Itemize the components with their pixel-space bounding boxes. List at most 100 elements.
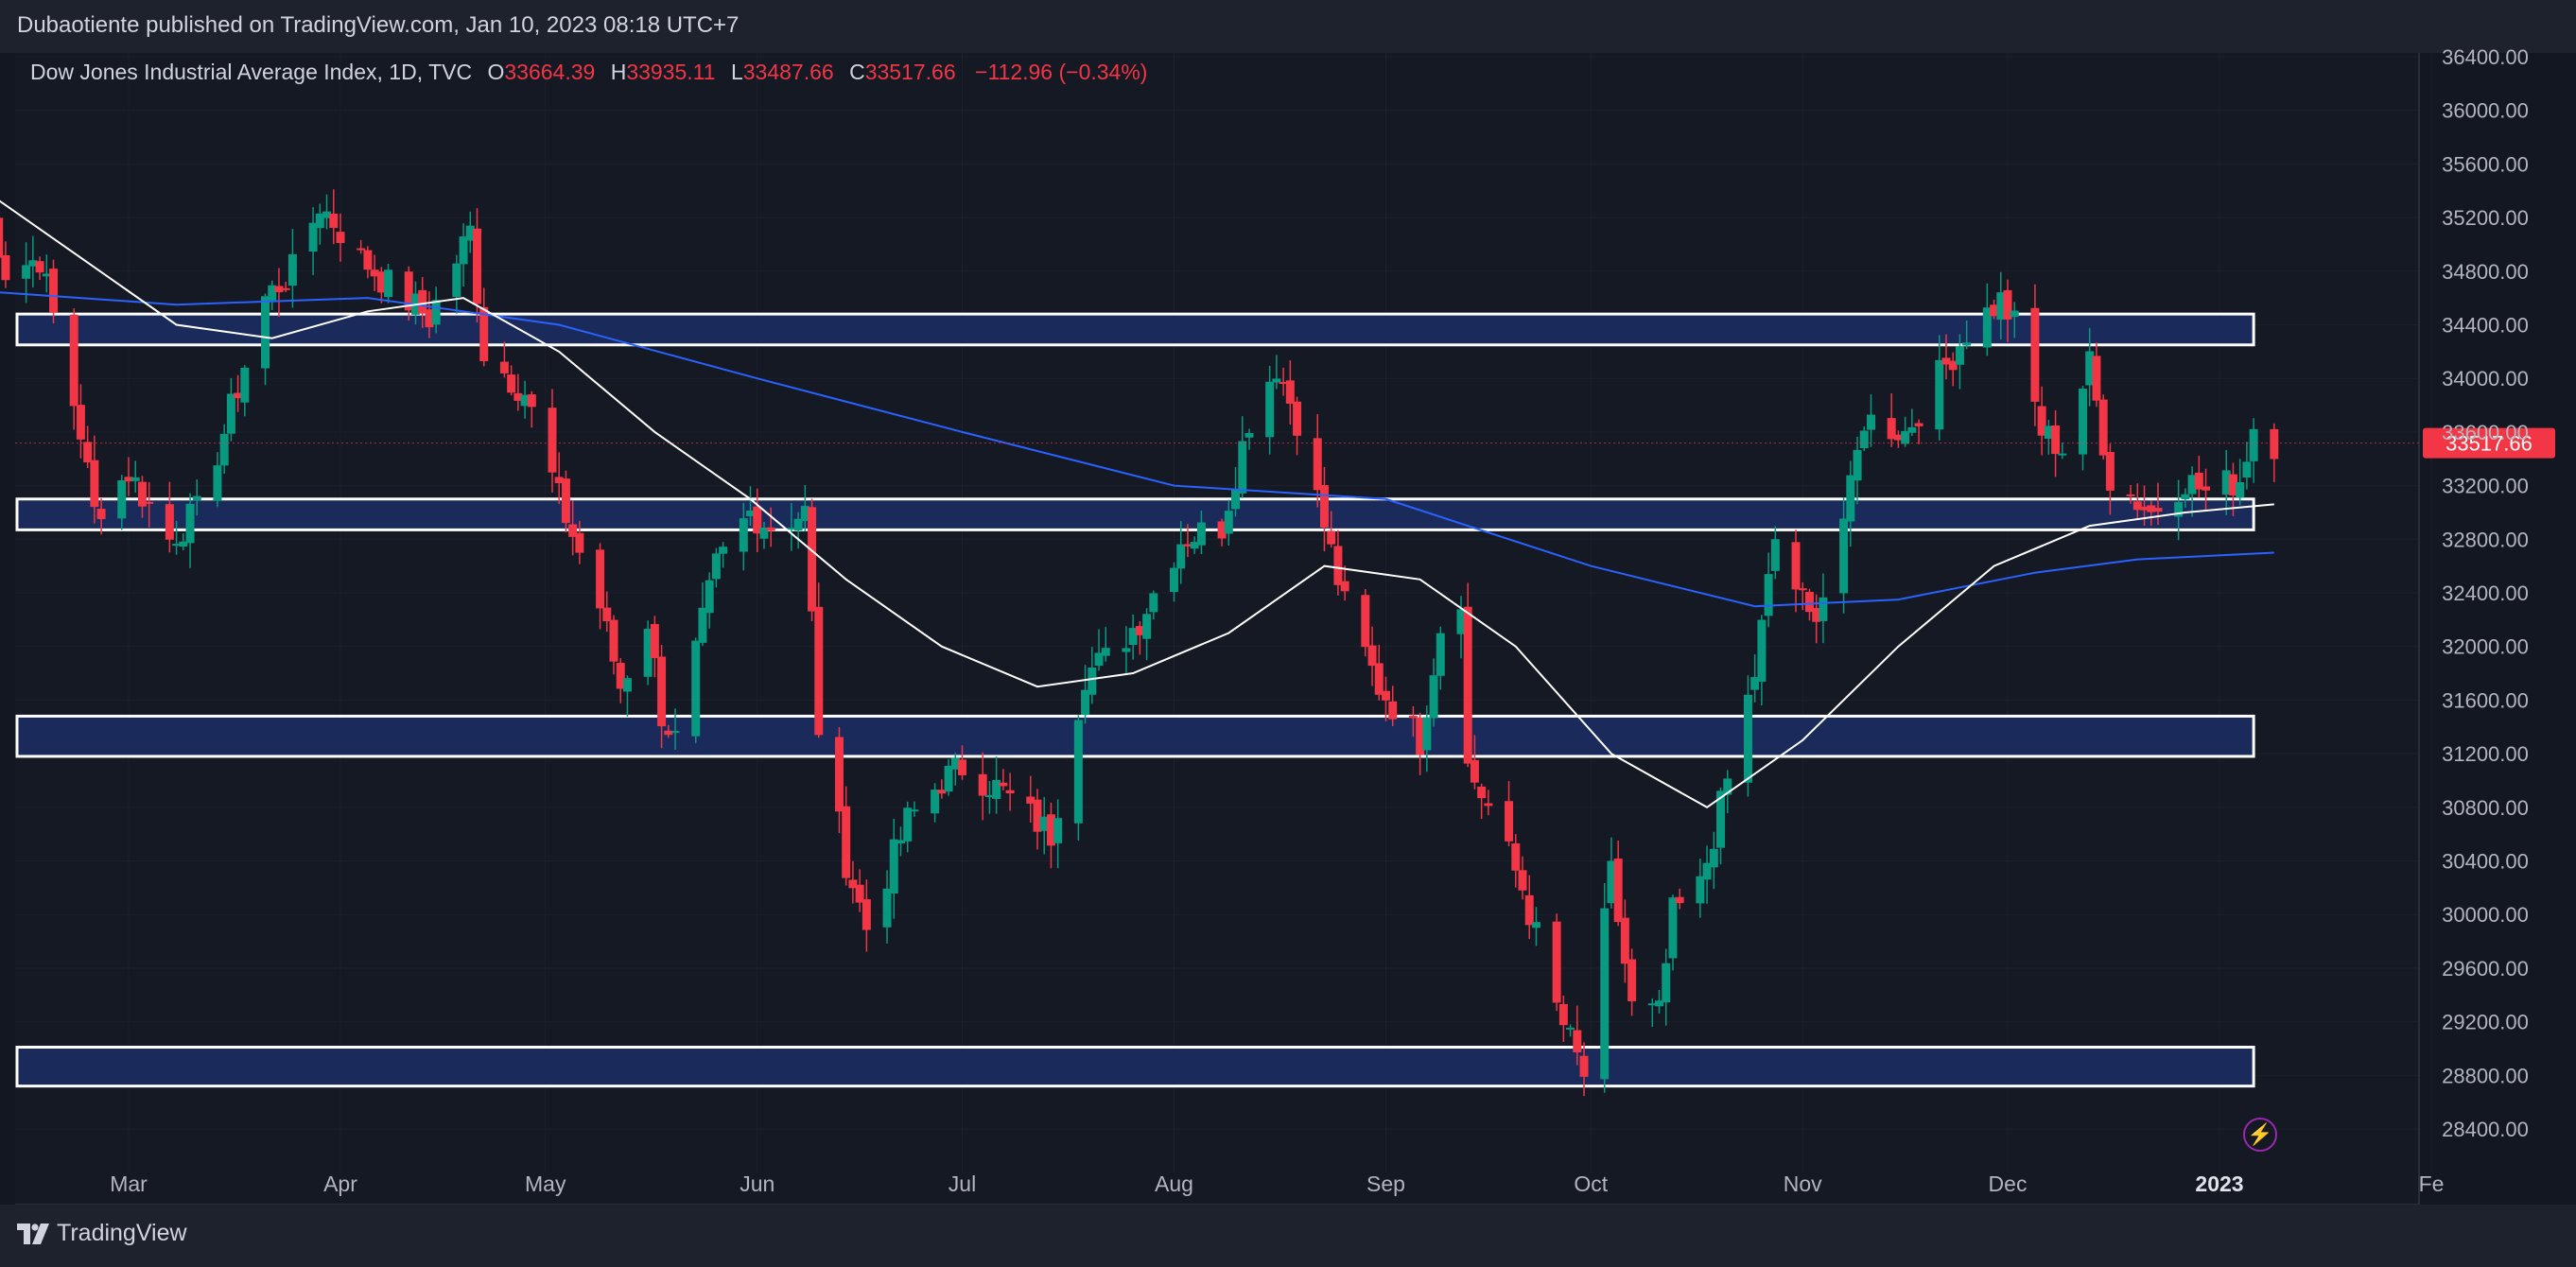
candle-body — [1456, 609, 1466, 634]
y-axis-tick-label: 32000.00 — [2442, 635, 2529, 659]
candle-body — [1764, 574, 1773, 616]
candle-body — [90, 460, 99, 508]
candle-body — [931, 790, 940, 814]
candle-body — [596, 549, 605, 609]
candle-body — [137, 481, 147, 507]
candle-body — [1374, 663, 1384, 695]
candle-body — [2221, 470, 2231, 495]
candle-body — [698, 607, 707, 643]
candle-body — [958, 759, 967, 775]
y-axis-tick-label: 31600.00 — [2442, 688, 2529, 712]
symbol-title[interactable]: Dow Jones Industrial Average Index, 1D, … — [30, 60, 473, 84]
candle-body — [1224, 511, 1233, 534]
candle-body — [739, 518, 748, 552]
candle-body — [1327, 530, 1336, 545]
candle-body — [1477, 786, 1487, 799]
candle-body — [978, 773, 987, 796]
y-axis-tick-label: 31200.00 — [2442, 742, 2529, 766]
y-axis-tick-label: 32400.00 — [2442, 581, 2529, 605]
candle-body — [657, 656, 667, 727]
candle-body — [1941, 357, 1951, 365]
candle-body — [944, 765, 953, 792]
candle-body — [950, 757, 960, 770]
candle-body — [1470, 759, 1479, 783]
x-axis-tick-label: 2023 — [2195, 1172, 2243, 1196]
candle-body — [2270, 428, 2279, 460]
x-axis-tick-label: Jul — [949, 1172, 976, 1196]
candle-body — [2010, 310, 2019, 318]
candle-body — [329, 213, 339, 229]
y-axis-tick-label: 30400.00 — [2442, 850, 2529, 874]
candle-body — [1552, 921, 1561, 1003]
candle-body — [561, 478, 570, 524]
candle-body — [1524, 894, 1534, 926]
candle-body — [1381, 690, 1390, 701]
moving-average-fast — [0, 200, 2274, 808]
candle-body — [1039, 816, 1049, 831]
change-value: −112.96 (−0.34%) — [975, 60, 1148, 84]
candle-body — [1893, 434, 1903, 441]
candle-body — [2153, 508, 2163, 512]
chart-panel[interactable] — [15, 53, 2419, 1205]
y-axis-tick-label: 33600.00 — [2442, 421, 2529, 444]
candle-body — [855, 884, 864, 903]
candle-body — [2147, 505, 2156, 512]
candle-body — [2194, 472, 2203, 490]
candle-body — [1566, 1027, 1575, 1030]
candle-body — [96, 509, 106, 520]
candle-body — [1088, 667, 1097, 695]
y-axis-tick-label: 30800.00 — [2442, 796, 2529, 820]
candle-body — [793, 518, 803, 531]
candle-body — [1662, 963, 1671, 1003]
candle-body — [28, 260, 38, 267]
candle-body — [1244, 432, 1254, 438]
y-axis-tick-label: 34000.00 — [2442, 367, 2529, 391]
y-axis-tick-label: 34800.00 — [2442, 260, 2529, 284]
candle-body — [1846, 475, 1855, 522]
candle-body — [42, 273, 51, 277]
tradingview-brand[interactable]: TradingView — [17, 1220, 187, 1247]
candle-body — [1272, 378, 1281, 383]
candle-body — [1436, 633, 1445, 676]
candle-body — [1005, 790, 1015, 794]
candle-body — [1613, 859, 1623, 923]
candle-body — [131, 477, 140, 481]
open-label: O — [487, 60, 505, 84]
candle-body — [124, 477, 133, 482]
candle-body — [842, 806, 851, 878]
y-axis-tick-label: 28800.00 — [2442, 1064, 2529, 1087]
candle-body — [1600, 908, 1610, 1080]
candle-body — [1750, 677, 1760, 690]
candle-body — [766, 527, 775, 531]
candle-body — [240, 368, 250, 403]
candle-body — [49, 269, 59, 313]
candle-body — [554, 477, 564, 483]
candle-body — [363, 250, 373, 270]
candle-body — [1238, 441, 1247, 494]
last-price-label: 33517.66 — [2445, 432, 2532, 456]
candle-body — [2249, 428, 2258, 461]
candle-body — [1094, 652, 1104, 667]
candle-body — [1859, 430, 1869, 449]
candle-body — [1135, 626, 1144, 635]
x-axis-tick-label: Oct — [1574, 1172, 1608, 1196]
candle-body — [2181, 494, 2190, 500]
candle-body — [459, 236, 468, 265]
candle-body — [1265, 381, 1275, 438]
candle-body — [1647, 1003, 1657, 1006]
lightning-icon[interactable]: ⚡ — [2243, 1118, 2277, 1152]
candle-body — [1293, 401, 1302, 436]
candle-body — [1955, 346, 1964, 365]
candle-body — [1416, 718, 1425, 755]
candle-body — [1367, 645, 1377, 667]
candle-body — [1361, 595, 1370, 648]
candle-body — [862, 899, 871, 930]
candle-body — [1388, 701, 1398, 720]
candle-body — [117, 479, 127, 519]
candle-body — [1668, 897, 1678, 959]
candle-body — [1408, 715, 1418, 719]
x-axis-tick-label: Apr — [323, 1172, 357, 1196]
candle-body — [165, 504, 174, 540]
open-value: 33664.39 — [504, 60, 596, 84]
